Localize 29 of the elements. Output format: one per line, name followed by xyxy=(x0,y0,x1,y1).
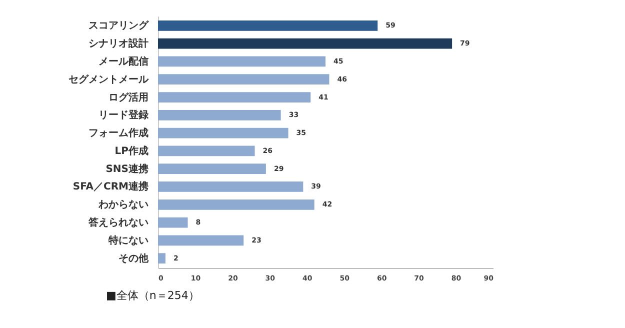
bar xyxy=(158,217,188,228)
y-tick-label: メール配信 xyxy=(98,55,148,68)
y-tick-label: セグメントメール xyxy=(68,73,150,86)
bar xyxy=(158,92,311,102)
y-tick-label: わからない xyxy=(98,200,148,211)
bar xyxy=(158,128,288,138)
bar xyxy=(158,235,244,246)
y-tick-label: ログ活用 xyxy=(108,91,148,104)
bar xyxy=(158,110,281,120)
y-tick-label: フォーム作成 xyxy=(88,127,148,140)
bar xyxy=(158,146,255,156)
bar xyxy=(158,38,452,49)
bar xyxy=(158,253,166,264)
text: ■全体（n＝254） xyxy=(106,289,200,302)
y-tick-label: LP作成 xyxy=(114,144,148,157)
bar xyxy=(158,20,378,31)
bar xyxy=(158,164,266,174)
y-tick-label: シナリオ設計 xyxy=(88,38,148,50)
y-tick-label: スコアリング xyxy=(88,20,150,32)
y-tick-label: リード登録 xyxy=(98,109,150,122)
bar xyxy=(158,182,304,192)
y-tick-label: SNS連携 xyxy=(106,162,148,175)
y-tick-label: 答えられない xyxy=(88,216,148,229)
y-tick-label: 特にない xyxy=(108,234,148,246)
bar xyxy=(158,199,314,210)
bar xyxy=(158,56,326,67)
y-tick-label: その他 xyxy=(118,252,150,264)
y-tick-label: SFA／CRM連携 xyxy=(72,180,148,193)
bar xyxy=(158,74,330,85)
